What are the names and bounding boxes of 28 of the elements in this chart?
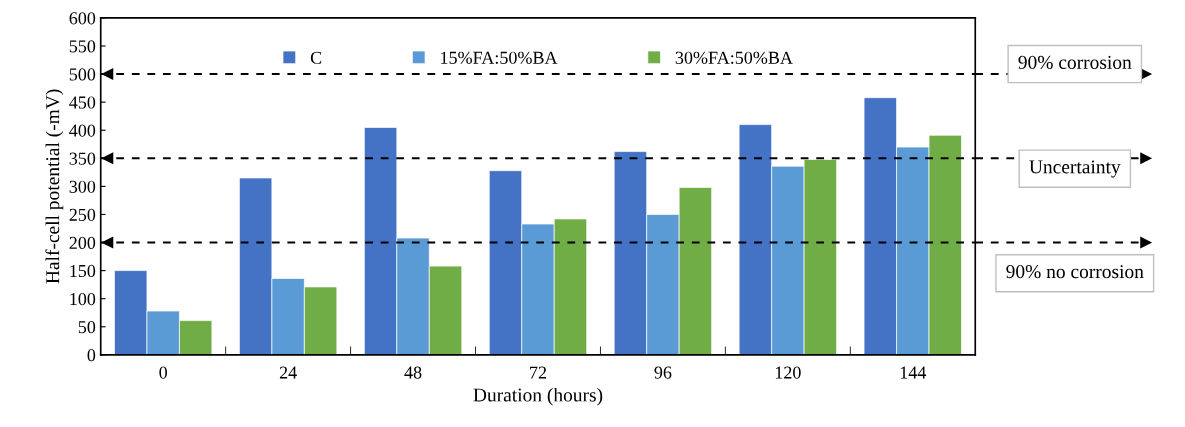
x-tick-label: 24 <box>279 366 297 379</box>
x-tick-label: 72 <box>530 366 547 379</box>
y-axis-title: Half-cell potential (-mV) <box>45 89 64 284</box>
y-tick-label: 400 <box>69 124 96 137</box>
x-tick-label: 144 <box>900 366 927 379</box>
legend-label: C <box>310 51 322 64</box>
x-axis-title: Duration (hours) <box>473 387 603 406</box>
y-tick-label: 600 <box>69 12 96 25</box>
y-tick-label: 150 <box>70 264 96 278</box>
y-tick-label: 50 <box>78 321 96 334</box>
x-tick-label: 96 <box>654 366 672 379</box>
y-tick-label: 550 <box>69 40 96 53</box>
y-tick-label: 350 <box>69 152 96 165</box>
y-tick-label: 250 <box>69 208 96 221</box>
y-tick-label: 300 <box>69 180 96 193</box>
y-tick-label: 200 <box>69 236 96 249</box>
text: 90% corrosion <box>1018 55 1132 69</box>
y-tick-label: 100 <box>70 292 96 306</box>
text: 90% no corrosion <box>1006 265 1144 279</box>
legend-label: 30%FA:50%BA <box>675 51 793 64</box>
y-tick-label: 450 <box>69 96 96 109</box>
text: Uncertainty <box>1029 160 1121 178</box>
legend-label: 15%FA:50%BA <box>441 51 558 64</box>
x-tick-label: 120 <box>775 366 801 379</box>
y-tick-label: 500 <box>69 68 96 81</box>
x-tick-label: 0 <box>159 366 168 379</box>
x-tick-label: 48 <box>404 366 422 379</box>
y-tick-label: 0 <box>87 349 96 362</box>
